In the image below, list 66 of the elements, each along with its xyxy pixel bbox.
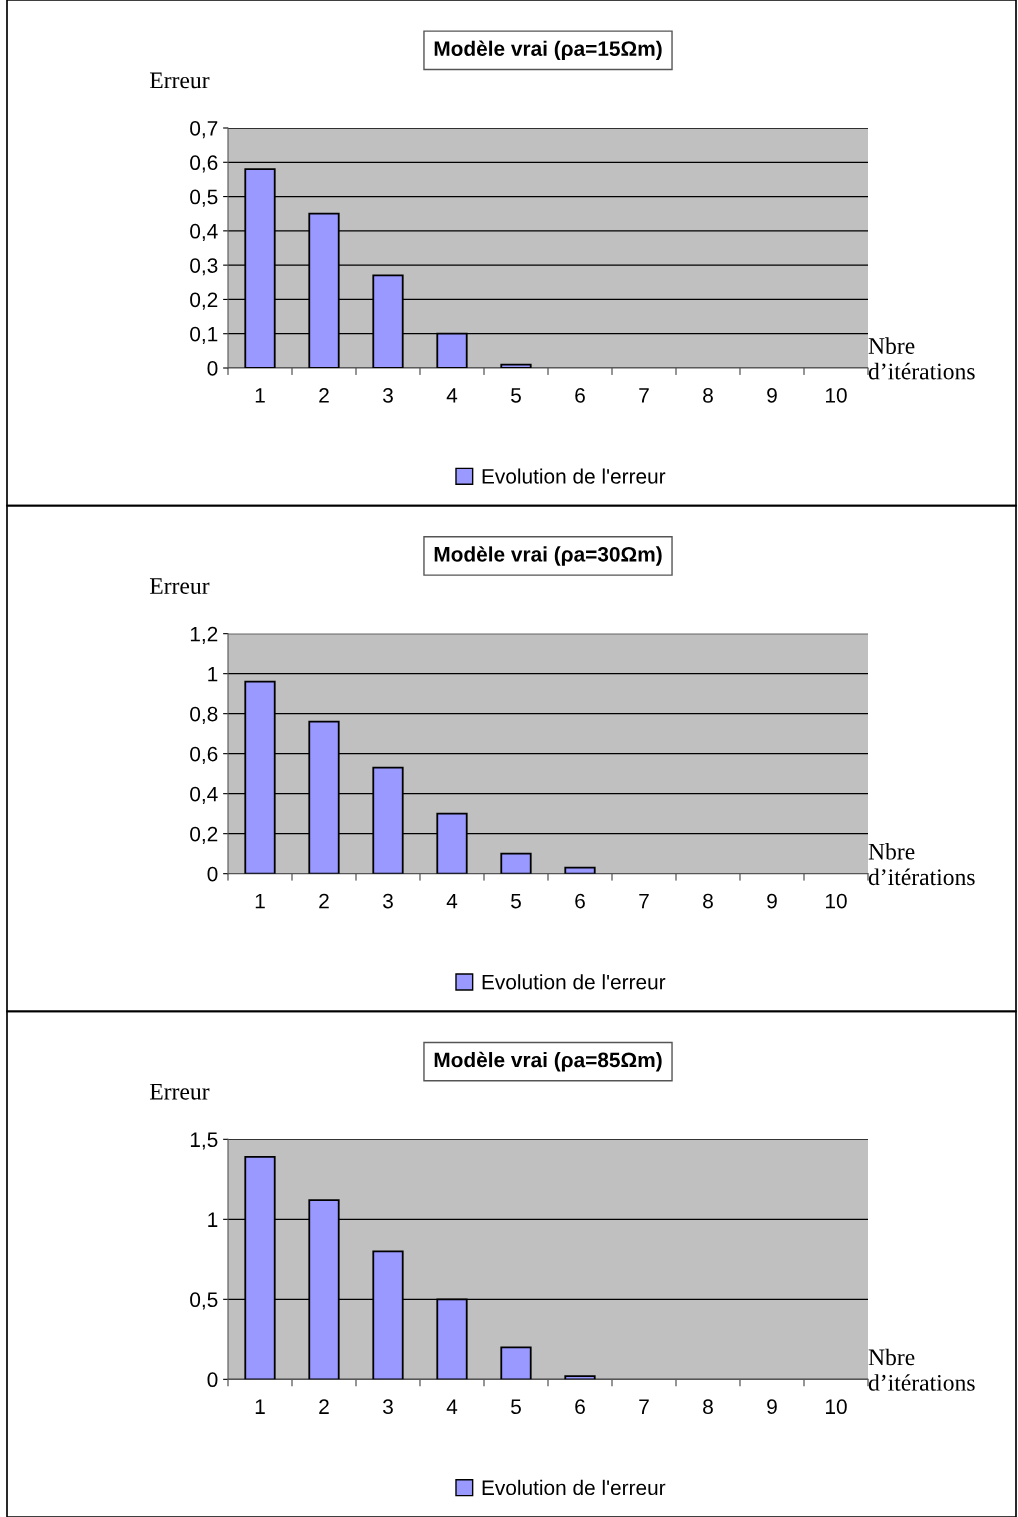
y-tick-label: 0,6	[190, 155, 218, 173]
legend-label: Evolution de l'erreur	[482, 1479, 666, 1496]
y-tick-label: 0	[207, 866, 218, 882]
x-tick-label: 4	[446, 893, 458, 909]
bar	[500, 1346, 532, 1380]
x-tick-label: 6	[575, 893, 585, 909]
bar	[564, 866, 596, 874]
x-tick-label: 2	[319, 387, 329, 403]
bar	[500, 363, 532, 368]
x-tick-label: 3	[383, 387, 393, 403]
x-tick-label: 5	[511, 1399, 521, 1415]
y-tick-label: 0	[207, 361, 218, 376]
chart-title: Modèle vrai (ρa=15Ωm)	[434, 40, 662, 61]
x-tick-label: 7	[639, 893, 649, 909]
x-tick-label: 5	[511, 388, 521, 403]
x-tick-label: 2	[319, 1399, 329, 1414]
legend-label: Evolution de l'erreur	[482, 468, 666, 484]
y-tick-label: 0,8	[190, 706, 218, 724]
x-tick-label: 1	[255, 1399, 265, 1414]
y-tick-label: 0,4	[190, 786, 218, 804]
x-axis-title: Nbre d’itérations	[868, 843, 975, 886]
y-tick-label: 0,3	[190, 258, 218, 276]
y-tick-label: 0,4	[190, 223, 218, 242]
y-tick-label: 0,6	[190, 746, 218, 764]
x-tick-label: 8	[703, 1399, 713, 1415]
y-tick-label: 0,5	[190, 189, 218, 207]
x-axis-title: Nbre d’itérations	[868, 337, 975, 380]
x-tick-label: 1	[255, 388, 265, 403]
legend-label: Evolution de l'erreur	[482, 974, 666, 990]
x-tick-label: 4	[446, 1399, 458, 1414]
chart-title: Modèle vrai (ρa=85Ωm)	[434, 1051, 662, 1072]
y-tick-label: 1,2	[190, 626, 218, 644]
x-tick-label: 1	[255, 893, 265, 909]
y-tick-label: 0,2	[190, 826, 218, 844]
y-tick-label: 0,7	[190, 121, 218, 139]
x-tick-label: 6	[575, 387, 585, 403]
x-tick-label: 6	[575, 1399, 585, 1415]
y-tick-label: 1	[208, 666, 218, 682]
x-tick-label: 3	[383, 893, 393, 909]
x-tick-label: 2	[319, 893, 329, 909]
x-tick-label: 9	[767, 893, 777, 909]
bar	[500, 852, 532, 874]
chart-title: Modèle vrai (ρa=30Ωm)	[434, 546, 662, 566]
y-tick-label: 0,5	[190, 1292, 218, 1310]
y-tick-label: 0	[207, 1372, 218, 1388]
x-tick-label: 5	[511, 893, 521, 909]
bar	[564, 1375, 596, 1380]
x-axis-title: Nbre d’itérations	[868, 1348, 975, 1391]
x-tick-label: 7	[639, 1399, 649, 1414]
x-tick-label: 10	[826, 387, 847, 403]
x-tick-label: 9	[767, 387, 777, 403]
x-tick-label: 10	[826, 1399, 847, 1415]
x-tick-label: 8	[703, 893, 713, 909]
x-tick-label: 8	[703, 387, 713, 403]
x-tick-label: 4	[446, 388, 458, 403]
x-tick-label: 3	[383, 1399, 393, 1415]
x-tick-label: 10	[826, 893, 847, 909]
y-tick-label: 0,2	[190, 292, 218, 310]
x-tick-label: 7	[639, 388, 649, 403]
y-tick-label: 1,5	[190, 1132, 218, 1150]
y-axis-title: Erreur	[149, 578, 210, 594]
y-axis-title: Erreur	[149, 72, 210, 89]
y-axis-title: Erreur	[149, 1083, 210, 1100]
y-tick-label: 0,1	[190, 326, 218, 344]
y-tick-label: 1	[208, 1212, 218, 1227]
x-tick-label: 9	[767, 1399, 777, 1415]
